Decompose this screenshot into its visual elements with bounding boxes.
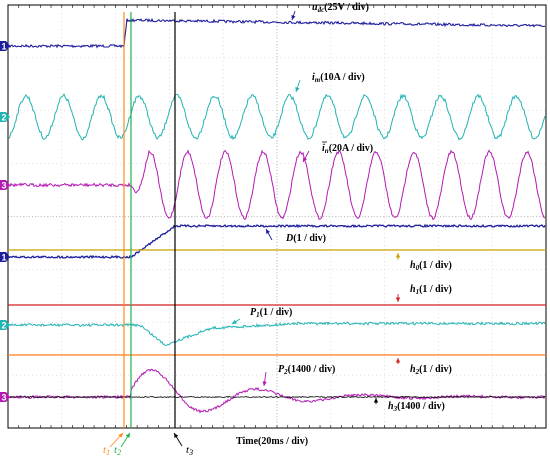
channel-marker bbox=[0, 41, 10, 51]
label-arrowhead bbox=[395, 358, 401, 363]
marker-label-t2: t2 bbox=[114, 444, 121, 457]
x-axis-label: Time(20ms / div) bbox=[236, 436, 308, 447]
channel-marker-label: 3 bbox=[2, 393, 7, 403]
label-arrowhead bbox=[262, 381, 267, 386]
trace-label-h0: h0(1 / div) bbox=[410, 260, 452, 272]
trace-label-h3: h3(1400 / div) bbox=[388, 401, 445, 413]
trace-label-i-n: in(20A / div) bbox=[322, 143, 373, 155]
label-arrowhead bbox=[266, 229, 271, 234]
trace-i-m bbox=[8, 93, 546, 141]
trace-label-p1: P1(1 / div) bbox=[250, 307, 292, 319]
trace-h3 bbox=[8, 395, 546, 399]
trace-label-h2: h2(1 / div) bbox=[410, 364, 452, 376]
channel-marker-label: 1 bbox=[2, 42, 7, 52]
channel-marker bbox=[0, 112, 10, 122]
label-arrowhead bbox=[291, 15, 296, 20]
trace-u-dc bbox=[8, 17, 546, 49]
channel-marker-label: 2 bbox=[2, 321, 7, 331]
channel-marker bbox=[0, 392, 10, 402]
channel-marker bbox=[0, 180, 10, 190]
trace-label-h1: h1(1 / div) bbox=[410, 284, 452, 296]
channel-marker-label: 3 bbox=[2, 181, 7, 191]
channel-marker-label: 2 bbox=[2, 113, 7, 123]
trace-p2 bbox=[8, 368, 546, 414]
channel-marker bbox=[0, 252, 10, 262]
channel-marker-label: 1 bbox=[2, 253, 7, 263]
trace-label-d: D(1 / div) bbox=[285, 233, 326, 244]
label-arrowhead bbox=[303, 157, 308, 162]
trace-p1 bbox=[8, 321, 546, 346]
marker-arrowhead-t3 bbox=[174, 433, 179, 438]
trace-label-p2: P2(1400 / div) bbox=[278, 364, 335, 376]
traces bbox=[8, 17, 546, 414]
marker-label-t3: t3 bbox=[186, 444, 193, 457]
label-arrowhead bbox=[395, 297, 401, 302]
time-markers bbox=[123, 12, 176, 428]
marker-arrowhead-t2 bbox=[125, 433, 130, 438]
trace-d bbox=[8, 223, 546, 260]
channel-markers: 1 2 3 1 2 3 bbox=[0, 41, 10, 403]
marker-arrowhead-t1 bbox=[118, 433, 123, 438]
trace-label-u-dc: udc(25V / div) bbox=[312, 2, 369, 14]
grid bbox=[7, 4, 547, 429]
label-arrowhead bbox=[295, 87, 300, 92]
label-arrowhead bbox=[232, 319, 237, 324]
trace-labels: udc(25V / div) im(10A / div) in(20A / div)… bbox=[103, 2, 452, 457]
channel-marker bbox=[0, 320, 10, 330]
trace-i-n bbox=[8, 149, 546, 221]
label-arrowhead bbox=[373, 398, 379, 403]
marker-label-t1: t1 bbox=[103, 444, 110, 457]
trace-label-i-m: im(10A / div) bbox=[312, 72, 365, 84]
label-arrowhead bbox=[395, 253, 401, 258]
